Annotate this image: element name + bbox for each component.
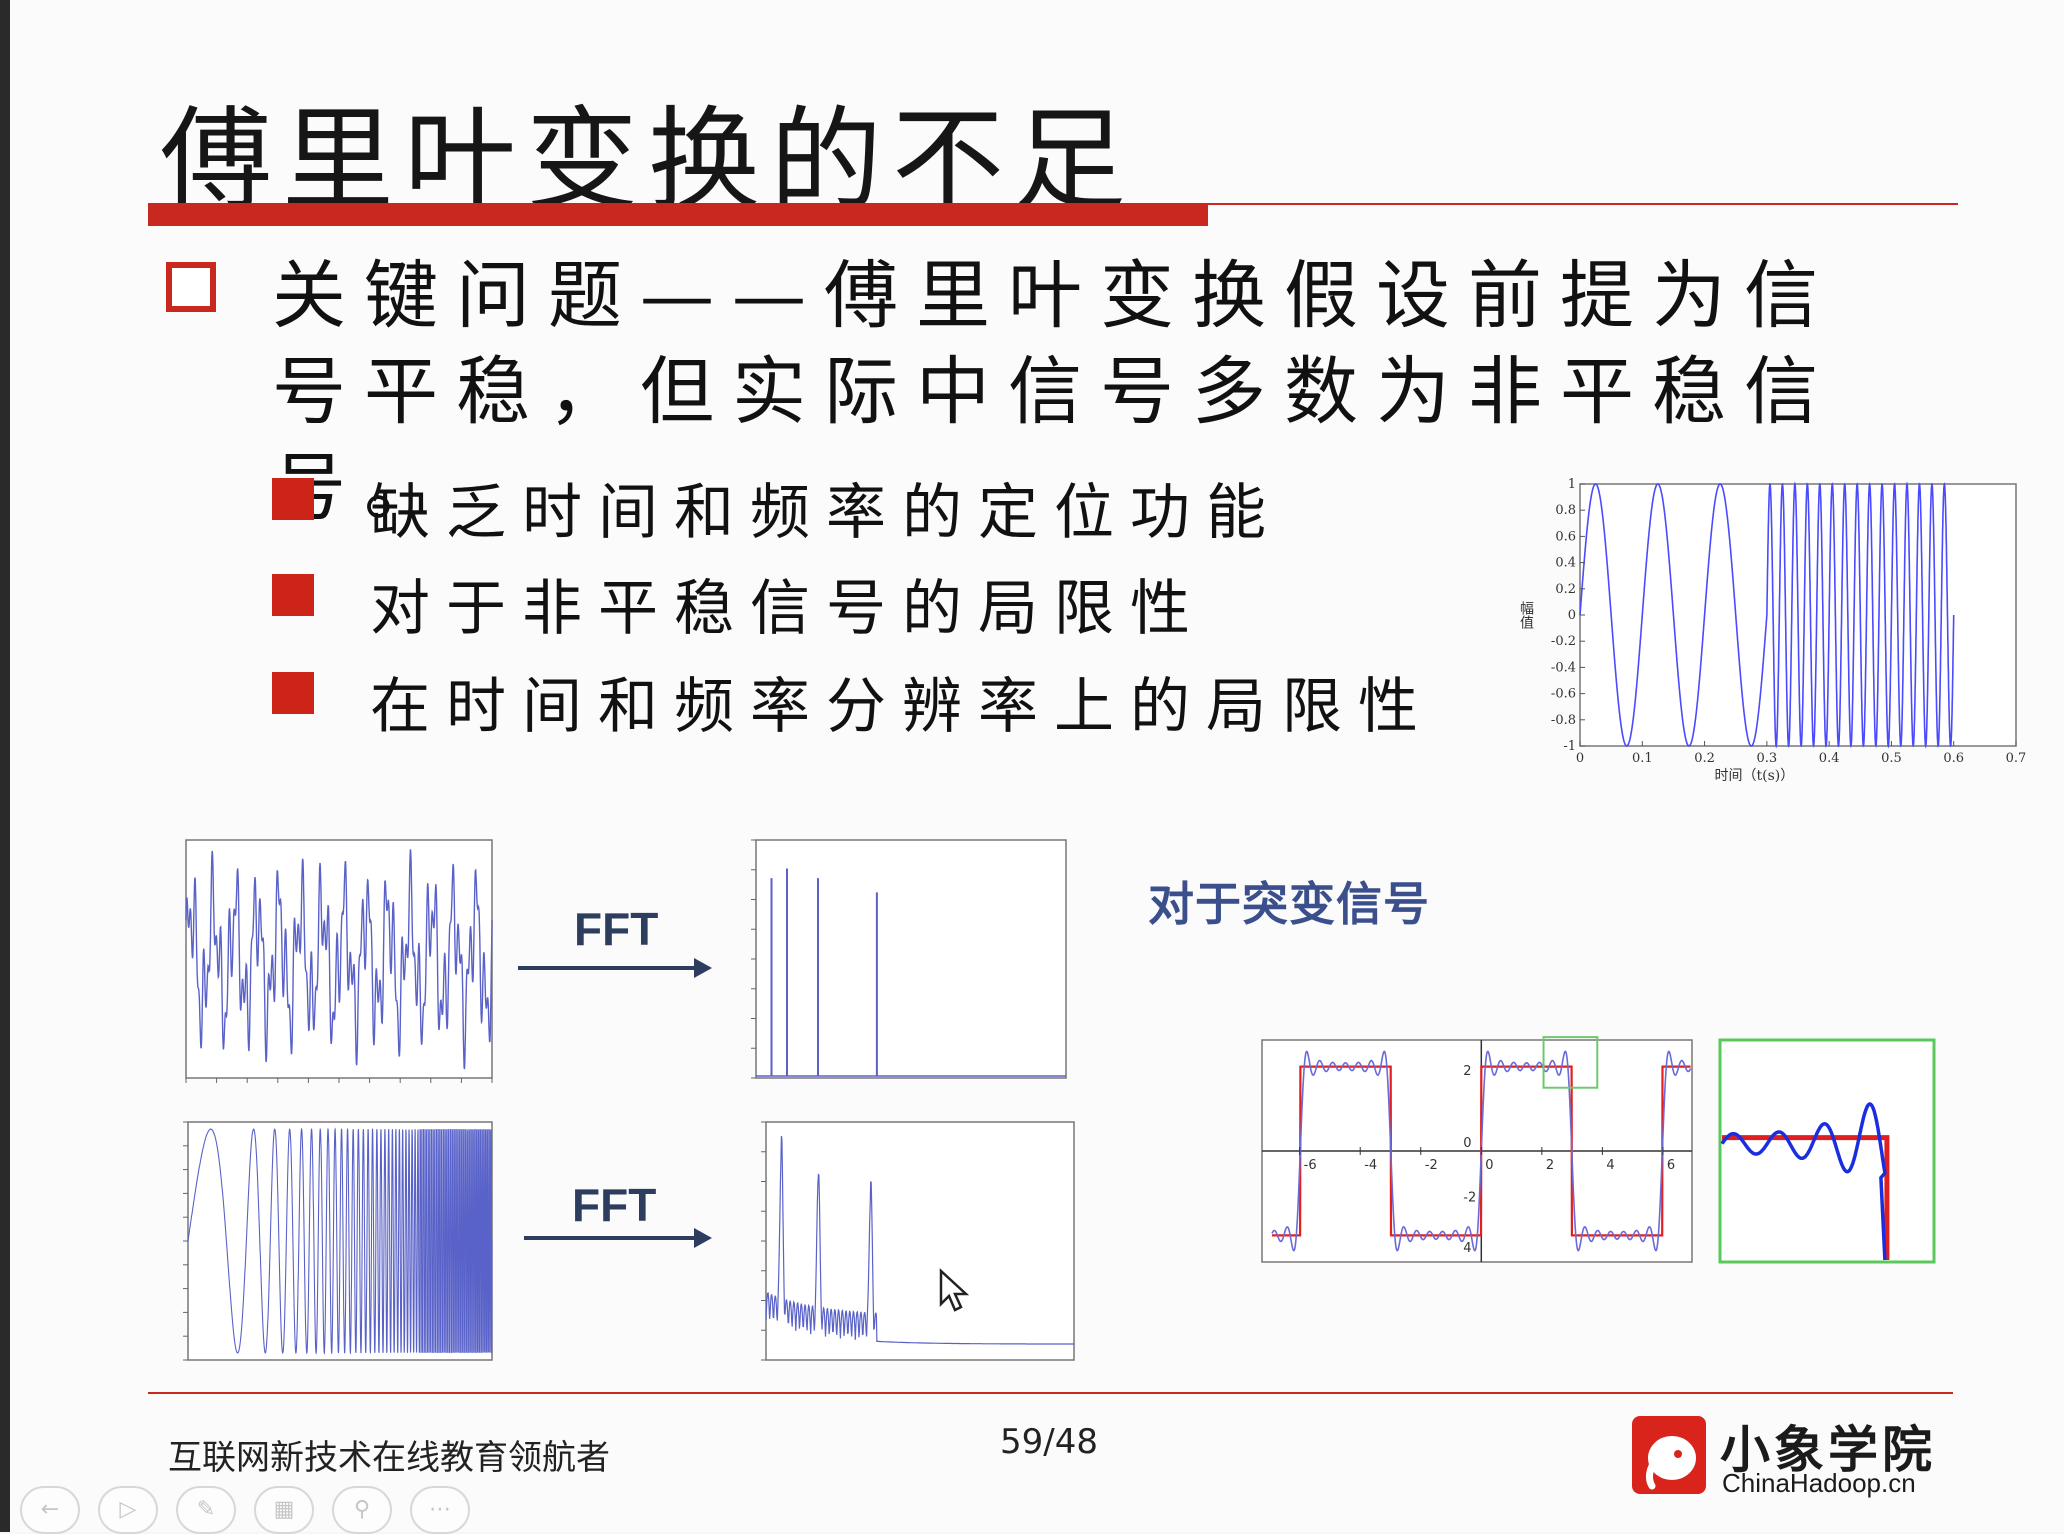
x-tick-label: -6 bbox=[1304, 1158, 1317, 1173]
chirp-signal-time-plot bbox=[170, 1114, 500, 1376]
plot-frame bbox=[765, 1121, 1075, 1361]
signal-line bbox=[185, 849, 493, 1070]
mouse-cursor-icon bbox=[939, 1268, 970, 1312]
pen-icon[interactable]: ✎ bbox=[176, 1486, 236, 1534]
stationary-signal-time-plot bbox=[178, 832, 498, 1094]
spectrum-line bbox=[765, 1135, 1074, 1345]
x-tick-label: 4 bbox=[1606, 1158, 1614, 1173]
y-tick-label: -0.8 bbox=[1551, 713, 1576, 728]
more-icon[interactable]: ⋯ bbox=[410, 1486, 470, 1534]
x-axis-label: 时间（t(s)） bbox=[1715, 768, 1795, 784]
stationary-time-svg bbox=[185, 839, 493, 1083]
bullet-text: 缺乏时间和频率的定位功能 bbox=[370, 478, 1282, 548]
square-wave-zoom-line bbox=[1722, 1135, 1890, 1260]
plot-frame bbox=[755, 839, 1067, 1079]
red-square-bullet-icon bbox=[272, 574, 314, 616]
square-wave-svg: -6 -4 -2 0 2 4 6 2 0 -2 4 bbox=[1261, 1036, 1693, 1263]
main-point-text: 关键问题——傅里叶变换假设前提为信号平稳，但实际中信号多数为非平稳信号。 bbox=[272, 253, 1836, 531]
gibbs-zoom-plot bbox=[1716, 1036, 1942, 1268]
x-tick-label: 0.2 bbox=[1694, 751, 1715, 766]
stationary-spectrum-svg bbox=[751, 839, 1067, 1079]
y-tick-label: 0 bbox=[1568, 608, 1576, 623]
chirp-spectrum-svg bbox=[761, 1121, 1075, 1361]
zoom-frame bbox=[1718, 1038, 1936, 1264]
stationary-signal-spectrum-plot bbox=[742, 832, 1076, 1094]
fourier-approx-zoom-line bbox=[1720, 1102, 1887, 1261]
nonstationary-signal-chart: 0 0.1 0.2 0.3 0.4 0.5 0.6 0.7 1 0.8 0.6 0.4 0.2 0 -0.2… bbox=[1508, 472, 2028, 792]
x-tick-label: 2 bbox=[1546, 1158, 1554, 1173]
y-tick-label: -0.4 bbox=[1551, 660, 1576, 675]
hollow-square-bullet-icon bbox=[166, 262, 216, 312]
sine-chart-svg: 0 0.1 0.2 0.3 0.4 0.5 0.6 0.7 1 0.8 0.6 0.4 0.2 0 -0.2… bbox=[1518, 477, 2027, 784]
y-tick-label: 0 bbox=[1463, 1136, 1471, 1151]
footer-tagline: 互联网新技术在线教育领航者 bbox=[168, 1438, 610, 1478]
x-tick-label: 0.1 bbox=[1632, 751, 1653, 766]
gibbs-zoom-svg bbox=[1718, 1038, 1936, 1264]
logo-url: ChinaHadoop.cn bbox=[1722, 1468, 1916, 1498]
elephant-logo-icon bbox=[1632, 1416, 1706, 1494]
y-tick-label: 1 bbox=[1568, 477, 1576, 492]
x-tick-label: 0 bbox=[1485, 1158, 1493, 1173]
y-tick-label: 0.8 bbox=[1555, 503, 1576, 518]
y-tick-label: 0.6 bbox=[1555, 529, 1576, 544]
square-wave-gibbs-plot: -6 -4 -2 0 2 4 6 2 0 -2 4 bbox=[1258, 1036, 1698, 1268]
x-tick-label: 0.6 bbox=[1943, 751, 1964, 766]
dense-oscillation-band bbox=[419, 1129, 492, 1353]
bullet-text: 对于非平稳信号的局限性 bbox=[370, 574, 1206, 644]
brand-logo: 小象学院 ChinaHadoop.cn bbox=[1632, 1412, 1962, 1502]
chirp-time-svg bbox=[183, 1121, 493, 1361]
forward-icon[interactable]: ▷ bbox=[98, 1486, 158, 1534]
x-tick-label: -2 bbox=[1425, 1158, 1438, 1173]
y-tick-label: -0.2 bbox=[1551, 634, 1576, 649]
chirp-signal-spectrum-plot bbox=[752, 1114, 1082, 1376]
footer-divider bbox=[148, 1392, 1953, 1394]
y-tick-label: 0.4 bbox=[1555, 556, 1576, 571]
x-tick-label: 0.7 bbox=[2006, 751, 2027, 766]
bullet-text: 在时间和频率分辨率上的局限性 bbox=[370, 672, 1434, 742]
x-tick-label: 0.3 bbox=[1757, 751, 1778, 766]
y-axis-label: 幅值 bbox=[1518, 601, 1534, 629]
logo-name: 小象学院 bbox=[1720, 1421, 1936, 1479]
red-square-bullet-icon bbox=[272, 672, 314, 714]
y-tick-label: -0.6 bbox=[1551, 687, 1576, 702]
y-tick-label: 0.2 bbox=[1555, 582, 1576, 597]
y-tick-label: -1 bbox=[1563, 739, 1576, 754]
zoom-icon[interactable]: ⚲ bbox=[332, 1486, 392, 1534]
fft-arrow-icon bbox=[524, 1228, 712, 1248]
x-tick-label: 6 bbox=[1667, 1158, 1675, 1173]
fft-label: FFT bbox=[572, 1179, 657, 1231]
x-tick-label: -4 bbox=[1364, 1158, 1377, 1173]
x-tick-label: 0.5 bbox=[1881, 751, 1902, 766]
zoom-region-box bbox=[1542, 1036, 1599, 1089]
y-tick-label: 4 bbox=[1463, 1241, 1471, 1256]
y-tick-label: -2 bbox=[1463, 1191, 1476, 1206]
title-accent-bar bbox=[148, 204, 1208, 226]
red-square-bullet-icon bbox=[272, 478, 314, 520]
x-tick-label: 0 bbox=[1576, 751, 1584, 766]
fft-label: FFT bbox=[574, 903, 659, 955]
x-tick-label: 0.4 bbox=[1819, 751, 1840, 766]
page-number: 59/48 bbox=[1000, 1422, 1098, 1462]
back-icon[interactable]: ← bbox=[20, 1486, 80, 1534]
signal-line bbox=[1579, 481, 1955, 749]
y-tick-label: 2 bbox=[1463, 1064, 1471, 1079]
sudden-signal-label: 对于突变信号 bbox=[1148, 878, 1430, 930]
fft-arrow-icon bbox=[518, 958, 712, 978]
slides-icon[interactable]: ▦ bbox=[254, 1486, 314, 1534]
window-edge bbox=[0, 0, 10, 1532]
